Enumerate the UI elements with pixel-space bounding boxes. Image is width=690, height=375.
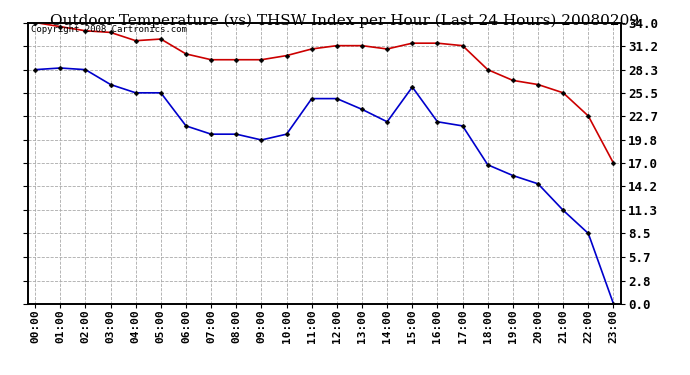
Text: Copyright 2008 Cartronics.com: Copyright 2008 Cartronics.com [30, 26, 186, 34]
Text: Outdoor Temperature (vs) THSW Index per Hour (Last 24 Hours) 20080209: Outdoor Temperature (vs) THSW Index per … [50, 13, 640, 27]
